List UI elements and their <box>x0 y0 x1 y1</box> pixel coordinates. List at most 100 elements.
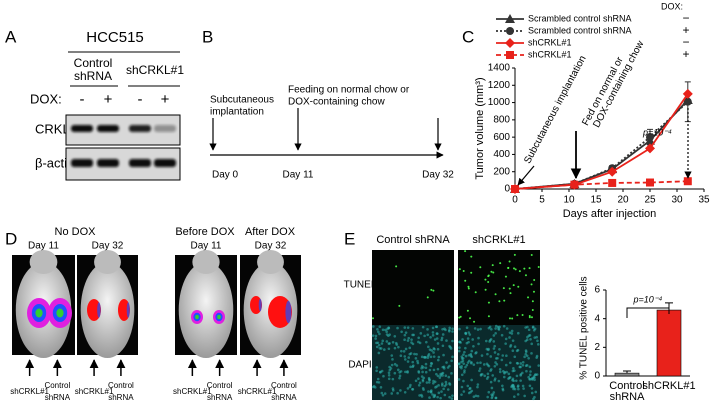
cell <box>442 353 445 357</box>
cell <box>464 354 468 358</box>
cell <box>487 275 490 278</box>
cell <box>391 377 395 381</box>
cell <box>432 379 435 383</box>
cell <box>416 359 419 363</box>
cell <box>418 394 421 397</box>
mouse-label: Control <box>108 381 134 390</box>
cell <box>458 316 461 319</box>
cell <box>494 332 497 335</box>
cell <box>450 359 453 363</box>
cell <box>484 278 487 281</box>
signal <box>97 302 101 318</box>
cell <box>371 334 375 337</box>
cell <box>446 366 450 369</box>
data-point <box>682 88 693 99</box>
cell <box>426 328 429 331</box>
cell <box>437 384 440 387</box>
band <box>71 125 93 132</box>
data-point <box>646 133 654 142</box>
cell <box>510 329 514 333</box>
cell <box>527 356 530 360</box>
dox-sign: + <box>161 91 170 108</box>
cell <box>476 383 480 386</box>
legend-label: Scrambled control shRNA <box>528 25 632 35</box>
mouse-label: shCRKL#1 <box>173 387 212 396</box>
cell <box>435 372 438 376</box>
cell <box>519 362 523 365</box>
cell <box>390 363 394 367</box>
panel-letter: C <box>462 27 474 46</box>
cell <box>460 366 463 370</box>
cell <box>513 387 517 391</box>
cell <box>485 377 489 380</box>
cell <box>425 381 429 384</box>
cell <box>460 393 463 396</box>
cell <box>420 375 424 378</box>
annotation: DOX-containing chow <box>591 38 646 129</box>
cell <box>421 325 425 329</box>
cell <box>426 333 430 337</box>
cell <box>393 362 397 366</box>
group-label: shCRKL#1 <box>126 63 184 77</box>
cell <box>521 363 525 367</box>
x-tick-label: 10 <box>563 195 575 206</box>
cell <box>533 278 536 281</box>
cell <box>470 378 473 382</box>
timeline-event: implantation <box>210 107 264 118</box>
cell <box>411 360 415 364</box>
cell <box>529 370 532 373</box>
cell <box>427 345 430 349</box>
cell <box>495 363 499 366</box>
cell <box>524 364 528 368</box>
signal <box>118 299 130 321</box>
cell <box>423 334 426 338</box>
cell <box>424 366 428 370</box>
cell <box>395 343 399 346</box>
cell <box>414 379 418 383</box>
cell <box>384 328 387 332</box>
cell <box>411 333 414 337</box>
cell <box>528 377 532 381</box>
cell <box>467 287 470 290</box>
cell <box>445 361 448 364</box>
cell <box>429 335 432 339</box>
cell <box>448 382 451 385</box>
cell <box>403 355 407 358</box>
cell <box>511 369 515 373</box>
cell <box>427 390 430 393</box>
cell <box>530 342 534 346</box>
cell <box>534 390 538 394</box>
cell <box>460 355 464 358</box>
cell <box>440 372 444 375</box>
y-tick-label: 1000 <box>488 97 511 108</box>
cell <box>535 356 538 359</box>
cell <box>501 354 505 357</box>
blot-row-label: CRKL <box>35 121 70 136</box>
cell <box>502 375 506 379</box>
cell <box>487 390 491 394</box>
panel-letter: B <box>202 27 213 46</box>
cell <box>432 381 435 385</box>
cell <box>448 395 451 399</box>
cell <box>397 368 400 372</box>
cell <box>470 271 473 274</box>
mouse-head <box>29 250 58 274</box>
image-row: DAPI <box>348 360 371 371</box>
cell <box>387 371 391 375</box>
cell <box>519 379 522 382</box>
data-point <box>645 143 655 154</box>
timeline-event: Subcutaneous <box>210 95 274 106</box>
cell <box>471 338 474 341</box>
cell <box>393 371 397 375</box>
cell <box>431 331 435 334</box>
signal <box>195 314 199 320</box>
cell <box>469 354 473 357</box>
cell <box>487 280 490 283</box>
cell <box>530 391 534 395</box>
cell <box>441 344 445 348</box>
cell <box>494 361 497 364</box>
cell <box>528 365 532 369</box>
cell <box>428 396 431 399</box>
cell <box>467 353 471 357</box>
